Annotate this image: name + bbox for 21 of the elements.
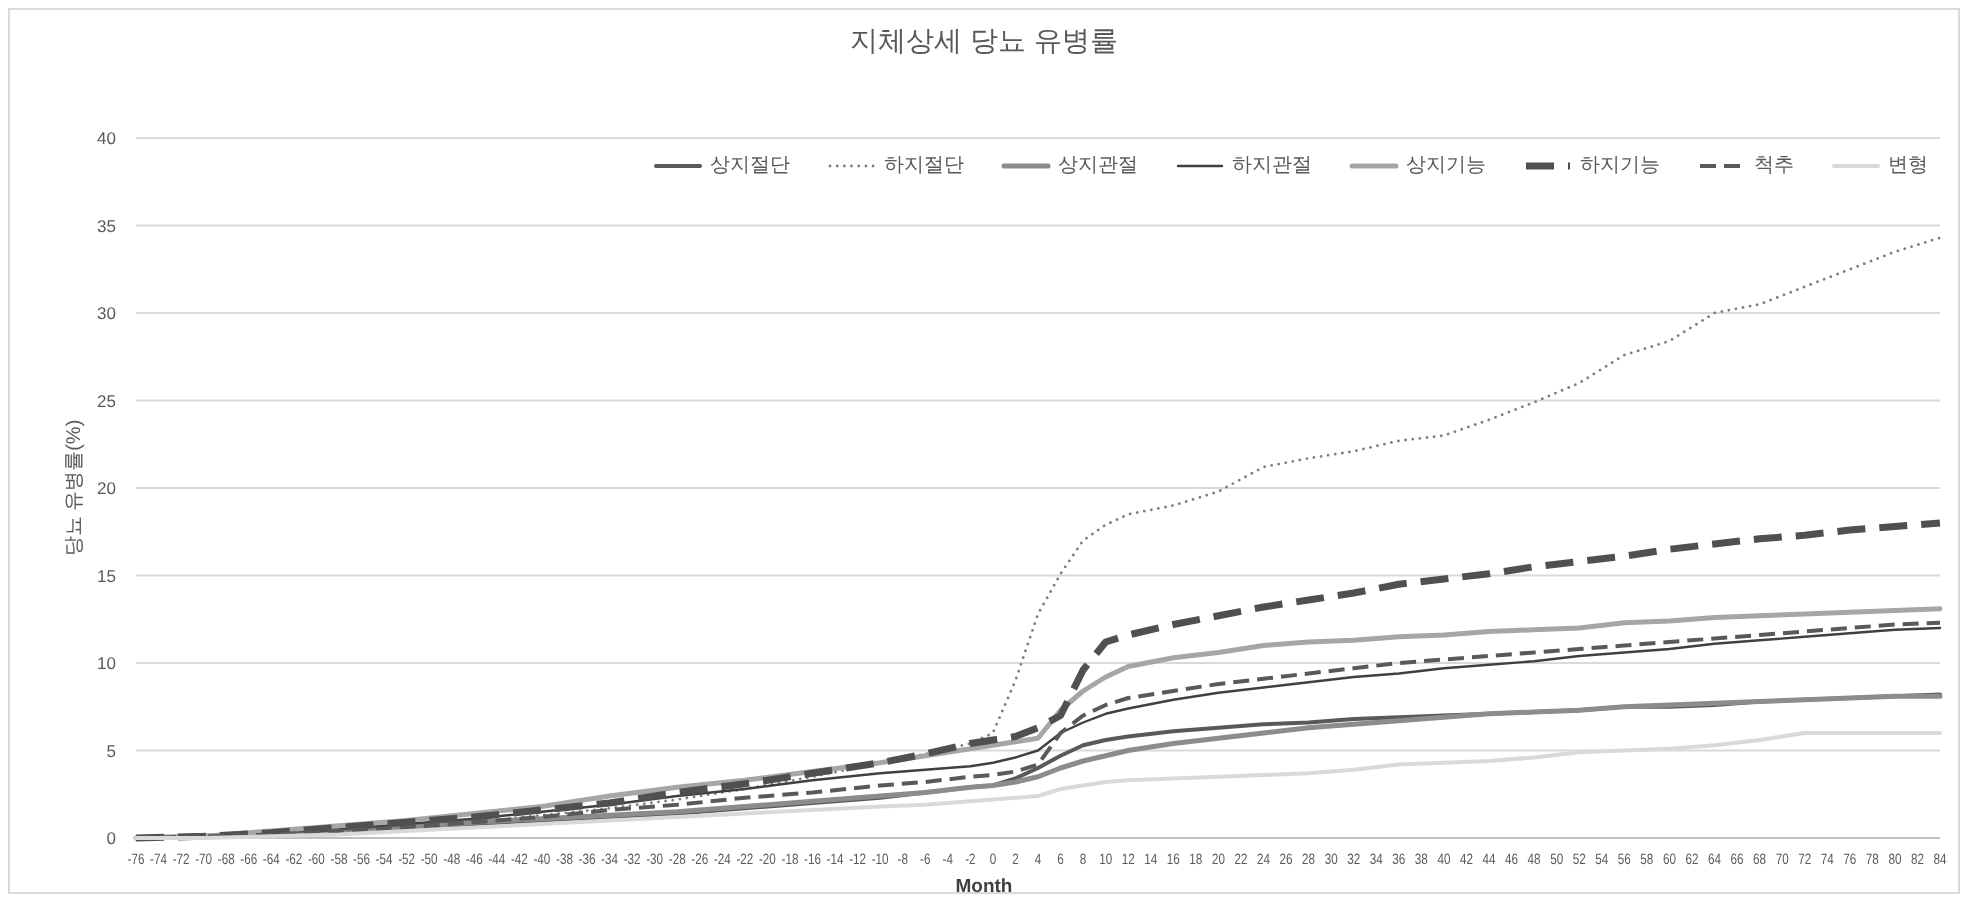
legend-label: 하지관절	[1232, 155, 1312, 177]
legend-label: 하지절단	[884, 155, 964, 177]
y-axis-title: 당뇨 유병률(%)	[64, 419, 86, 557]
y-tick-label: 15	[97, 565, 117, 586]
y-tick-label: 40	[97, 128, 117, 148]
x-axis-title: Month	[955, 876, 1013, 898]
y-tick-label: 25	[97, 390, 117, 411]
y-tick-label: 10	[97, 653, 117, 673]
legend-label: 상지기능	[1406, 155, 1486, 177]
legend-label: 상지관절	[1058, 155, 1138, 177]
legend-label: 상지절단	[710, 155, 790, 177]
legend-label: 변형	[1888, 155, 1928, 177]
chart-title: 지체상세 당뇨 유병률	[850, 24, 1118, 56]
y-tick-label: 20	[97, 478, 117, 498]
y-tick-label: 30	[97, 303, 117, 323]
line-series	[132, 519, 1944, 842]
legend-label: 하지기능	[1580, 155, 1660, 177]
legend-label: 척추	[1754, 155, 1794, 177]
y-tick-label: 5	[106, 740, 117, 761]
y-tick-label: 0	[106, 828, 117, 848]
y-tick-label: 35	[97, 215, 117, 236]
